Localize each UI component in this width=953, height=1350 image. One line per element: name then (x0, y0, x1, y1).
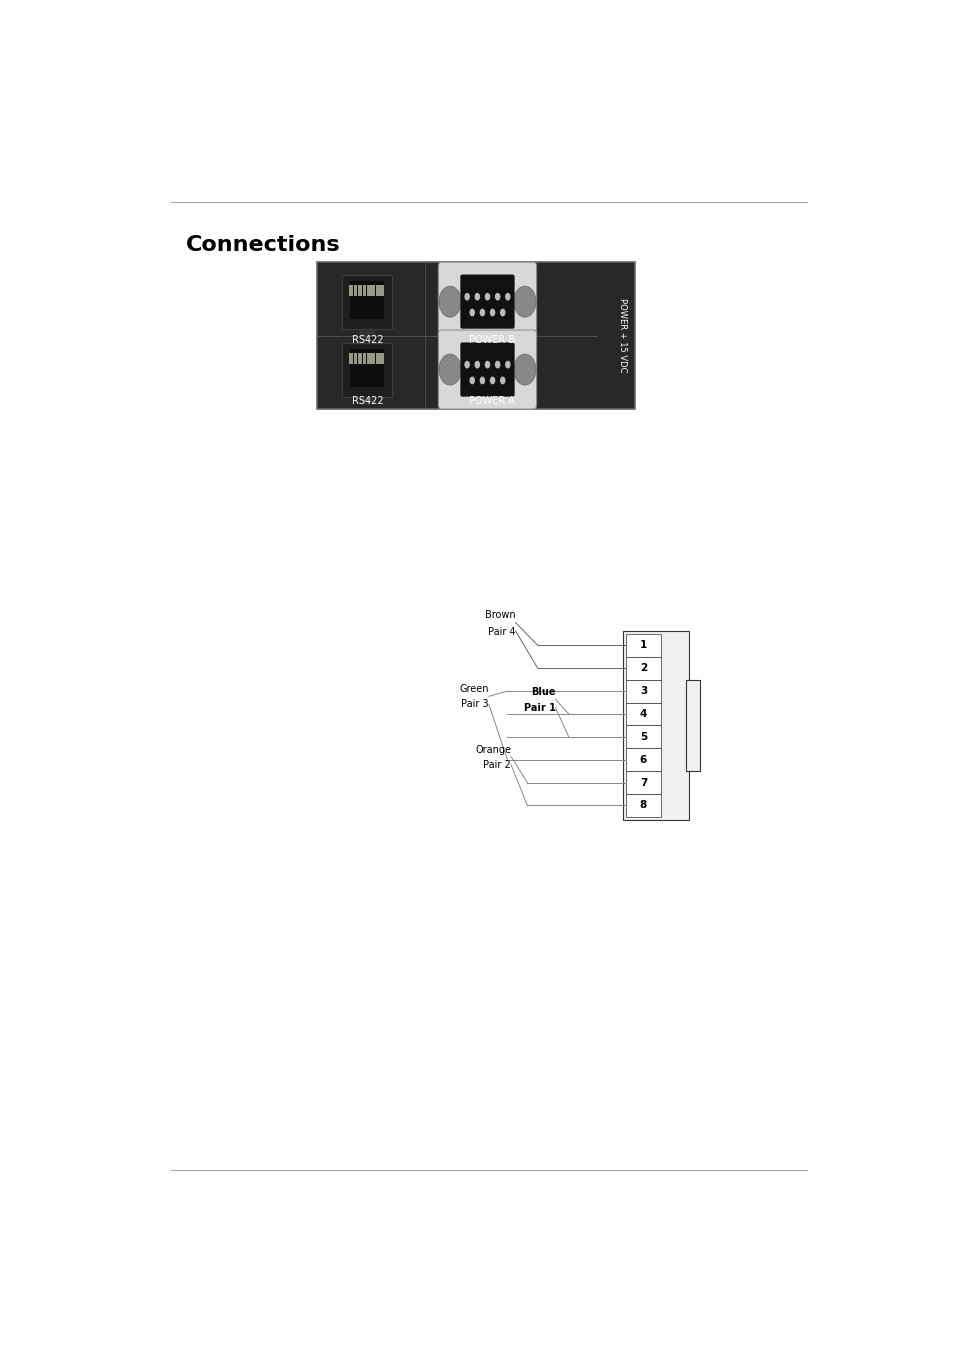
Circle shape (479, 309, 485, 316)
Bar (380, 352, 384, 363)
Text: POWER A: POWER A (469, 396, 515, 405)
Circle shape (514, 354, 536, 385)
Bar (357, 352, 361, 363)
Circle shape (464, 293, 470, 301)
Text: RS422: RS422 (352, 396, 384, 405)
Circle shape (499, 377, 505, 385)
Text: POWER B: POWER B (469, 335, 515, 346)
Text: Green: Green (459, 684, 488, 694)
Circle shape (484, 293, 490, 301)
Circle shape (489, 377, 495, 385)
Circle shape (464, 360, 470, 369)
Bar (625, 702, 660, 725)
Text: 4: 4 (639, 709, 646, 720)
Text: 8: 8 (639, 801, 646, 810)
Bar (625, 725, 660, 748)
Bar (371, 285, 375, 296)
Bar (354, 285, 357, 296)
Text: Blue: Blue (531, 687, 555, 698)
Text: Connections: Connections (186, 235, 340, 255)
Text: 6: 6 (639, 755, 646, 764)
Circle shape (438, 286, 460, 317)
Circle shape (469, 309, 475, 316)
FancyBboxPatch shape (460, 343, 514, 397)
Text: Pair 2: Pair 2 (483, 760, 511, 770)
Bar (625, 771, 660, 794)
Bar (625, 657, 660, 679)
Circle shape (474, 360, 479, 369)
Circle shape (479, 377, 485, 385)
Bar (357, 285, 361, 296)
Text: 1: 1 (639, 640, 646, 651)
Bar (341, 274, 392, 328)
Bar (349, 281, 384, 319)
Bar (625, 748, 660, 771)
Circle shape (504, 360, 510, 369)
Circle shape (495, 293, 500, 301)
Text: Pair 4: Pair 4 (487, 626, 515, 637)
Circle shape (484, 360, 490, 369)
Bar (625, 679, 660, 702)
Bar (375, 285, 379, 296)
Bar (359, 328, 374, 336)
Bar (359, 397, 374, 404)
Bar (341, 343, 392, 397)
Bar (367, 285, 371, 296)
Bar (367, 352, 371, 363)
Circle shape (504, 293, 510, 301)
Circle shape (489, 309, 495, 316)
FancyBboxPatch shape (437, 262, 537, 342)
Circle shape (499, 309, 505, 316)
Circle shape (469, 377, 475, 385)
Bar (349, 352, 353, 363)
Bar (622, 630, 689, 819)
Bar (380, 285, 384, 296)
Bar (349, 348, 384, 387)
Circle shape (438, 354, 460, 385)
Text: 2: 2 (639, 663, 646, 674)
Bar (375, 352, 379, 363)
Bar (349, 285, 353, 296)
Text: RS422: RS422 (352, 335, 384, 346)
Text: Pair 1: Pair 1 (523, 702, 555, 713)
Text: 5: 5 (639, 732, 646, 742)
FancyBboxPatch shape (437, 329, 537, 409)
Bar (317, 262, 635, 409)
Bar (625, 634, 660, 657)
Bar (625, 794, 660, 817)
Text: Brown: Brown (484, 610, 515, 621)
FancyBboxPatch shape (460, 275, 514, 328)
Circle shape (495, 360, 500, 369)
Bar (371, 352, 375, 363)
Text: 7: 7 (639, 778, 646, 787)
Bar (354, 352, 357, 363)
Text: 3: 3 (639, 686, 646, 697)
Bar (685, 679, 699, 771)
Text: POWER + 15 VDC: POWER + 15 VDC (617, 298, 626, 373)
Text: Pair 3: Pair 3 (461, 699, 488, 709)
Circle shape (474, 293, 479, 301)
Circle shape (514, 286, 536, 317)
Bar (362, 352, 366, 363)
Text: Orange: Orange (475, 744, 511, 755)
Bar (362, 285, 366, 296)
